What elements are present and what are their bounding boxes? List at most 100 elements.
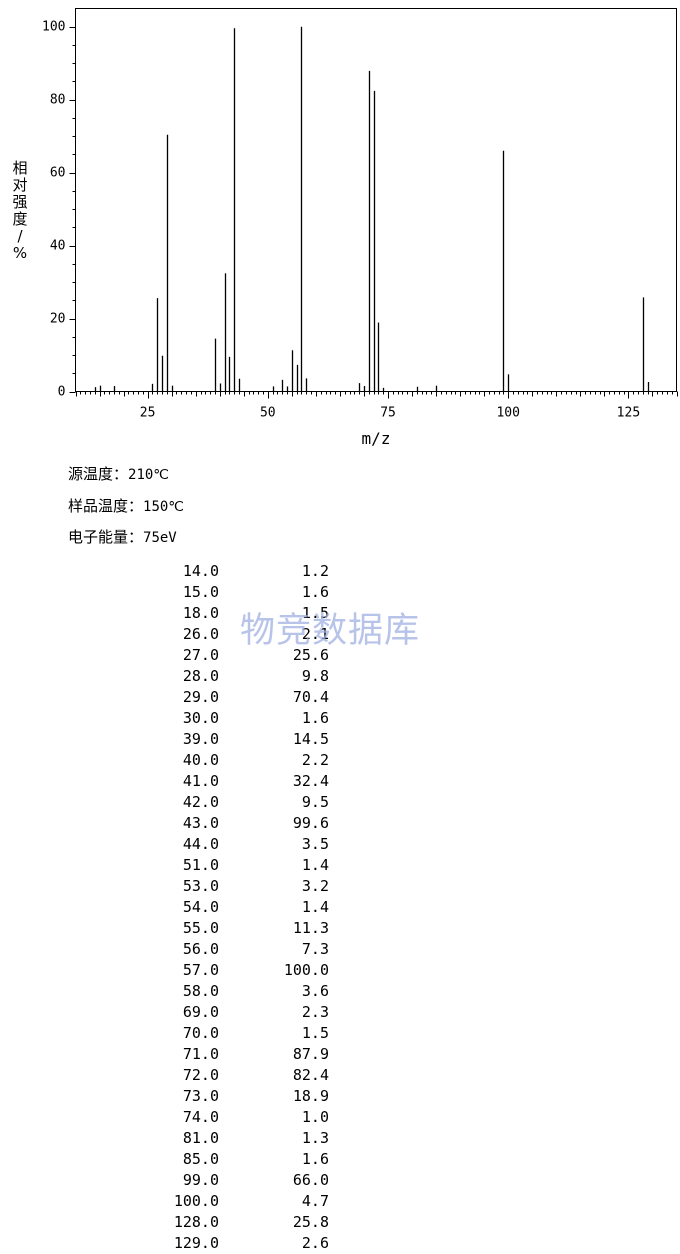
x-tick-label: 125 bbox=[617, 406, 640, 421]
peak-intensity: 1.4 bbox=[301, 856, 329, 874]
peak-intensity: 1.2 bbox=[301, 562, 329, 580]
peak-mz: 40.0 bbox=[182, 751, 219, 769]
table-row: 70.0 1.5 bbox=[150, 1023, 350, 1044]
x-axis-ticks: 25 50 75 100 125 bbox=[76, 391, 678, 421]
y-tick-label: 20 bbox=[50, 312, 66, 327]
peak-mz: 56.0 bbox=[182, 940, 219, 958]
table-row: 69.0 2.3 bbox=[150, 1002, 350, 1023]
electron-energy: 电子能量：75eV bbox=[68, 528, 177, 547]
peak-intensity: 11.3 bbox=[292, 919, 329, 937]
table-row: 43.0 99.6 bbox=[150, 813, 350, 834]
x-axis-label: m/z bbox=[362, 429, 391, 448]
y-tick-label: 100 bbox=[42, 20, 65, 35]
peak-mz: 43.0 bbox=[182, 814, 219, 832]
peak-intensity: 9.8 bbox=[301, 667, 329, 685]
peak-mz: 41.0 bbox=[182, 772, 219, 790]
peak-mz: 99.0 bbox=[182, 1171, 219, 1189]
electron-energy-label: 电子能量： bbox=[68, 528, 144, 546]
peak-mz: 28.0 bbox=[182, 667, 219, 685]
table-row: 40.0 2.2 bbox=[150, 750, 350, 771]
peak-mz: 81.0 bbox=[182, 1129, 219, 1147]
table-row: 15.0 1.6 bbox=[150, 582, 350, 603]
y-tick-label: 0 bbox=[58, 385, 66, 400]
peak-intensity: 1.6 bbox=[301, 1150, 329, 1168]
peak-mz: 14.0 bbox=[182, 562, 219, 580]
peak-intensity: 2.1 bbox=[301, 625, 329, 643]
table-row: 18.0 1.5 bbox=[150, 603, 350, 624]
peak-mz: 53.0 bbox=[182, 877, 219, 895]
x-tick-label: 100 bbox=[496, 406, 519, 421]
table-row: 58.0 3.6 bbox=[150, 981, 350, 1002]
peak-intensity: 1.6 bbox=[301, 709, 329, 727]
mass-spectrum-chart: 0 20 40 60 80 100 25 50 75 100 125 相对强度/% m/z bbox=[12, 8, 678, 448]
peak-intensity: 25.8 bbox=[292, 1213, 329, 1231]
x-tick-label: 75 bbox=[380, 406, 396, 421]
peak-mz: 30.0 bbox=[182, 709, 219, 727]
peak-intensity: 66.0 bbox=[292, 1171, 329, 1189]
table-row: 100.0 4.7 bbox=[150, 1191, 350, 1212]
peak-mz: 72.0 bbox=[182, 1066, 219, 1084]
peak-intensity: 32.4 bbox=[292, 772, 329, 790]
y-axis-label: 相对强度/% bbox=[12, 159, 27, 262]
table-row: 53.0 3.2 bbox=[150, 876, 350, 897]
table-row: 14.0 1.2 bbox=[150, 561, 350, 582]
table-row: 30.0 1.6 bbox=[150, 708, 350, 729]
peak-mz: 26.0 bbox=[182, 625, 219, 643]
peak-intensity: 82.4 bbox=[292, 1066, 329, 1084]
table-row: 74.0 1.0 bbox=[150, 1107, 350, 1128]
peak-intensity: 3.2 bbox=[301, 877, 329, 895]
x-tick-label: 25 bbox=[140, 406, 156, 421]
table-row: 72.0 82.4 bbox=[150, 1065, 350, 1086]
peak-mz: 70.0 bbox=[182, 1024, 219, 1042]
peak-intensity: 25.6 bbox=[292, 646, 329, 664]
table-row: 71.0 87.9 bbox=[150, 1044, 350, 1065]
peak-mz: 58.0 bbox=[182, 982, 219, 1000]
sample-temperature: 样品温度：150℃ bbox=[68, 497, 184, 516]
peak-mz: 69.0 bbox=[182, 1003, 219, 1021]
table-row: 128.0 25.8 bbox=[150, 1212, 350, 1233]
y-axis-ticks: 0 20 40 60 80 100 bbox=[42, 20, 76, 400]
peak-mz: 73.0 bbox=[182, 1087, 219, 1105]
table-row: 57.0 100.0 bbox=[150, 960, 350, 981]
peak-mz: 85.0 bbox=[182, 1150, 219, 1168]
peak-mz: 39.0 bbox=[182, 730, 219, 748]
peak-intensity: 1.3 bbox=[301, 1129, 329, 1147]
plot-frame bbox=[75, 8, 677, 392]
source-temperature-value: 210℃ bbox=[128, 467, 170, 483]
peak-mz: 74.0 bbox=[182, 1108, 219, 1126]
peak-table: 14.0 1.2 15.0 1.6 18.0 1.5 26.0 2.1 27.0 25.6 28.0… bbox=[150, 561, 350, 1254]
peak-mz: 128.0 bbox=[173, 1213, 219, 1231]
peak-intensity: 1.5 bbox=[301, 1024, 329, 1042]
table-row: 85.0 1.6 bbox=[150, 1149, 350, 1170]
table-row: 44.0 3.5 bbox=[150, 834, 350, 855]
y-tick-label: 40 bbox=[50, 239, 66, 254]
peak-intensity: 1.0 bbox=[301, 1108, 329, 1126]
peak-mz: 51.0 bbox=[182, 856, 219, 874]
table-row: 56.0 7.3 bbox=[150, 939, 350, 960]
peak-mz: 100.0 bbox=[173, 1192, 219, 1210]
table-row: 73.0 18.9 bbox=[150, 1086, 350, 1107]
table-row: 55.0 11.3 bbox=[150, 918, 350, 939]
peak-intensity: 1.4 bbox=[301, 898, 329, 916]
table-row: 99.0 66.0 bbox=[150, 1170, 350, 1191]
peak-intensity: 2.3 bbox=[301, 1003, 329, 1021]
peak-intensity: 1.6 bbox=[301, 583, 329, 601]
table-row: 54.0 1.4 bbox=[150, 897, 350, 918]
peak-mz: 54.0 bbox=[182, 898, 219, 916]
table-row: 28.0 9.8 bbox=[150, 666, 350, 687]
peak-intensity: 87.9 bbox=[292, 1045, 329, 1063]
table-row: 51.0 1.4 bbox=[150, 855, 350, 876]
x-tick-label: 50 bbox=[260, 406, 276, 421]
peak-intensity: 3.5 bbox=[301, 835, 329, 853]
peak-mz: 71.0 bbox=[182, 1045, 219, 1063]
peak-mz: 15.0 bbox=[182, 583, 219, 601]
peak-intensity: 4.7 bbox=[301, 1192, 329, 1210]
table-row: 27.0 25.6 bbox=[150, 645, 350, 666]
peak-mz: 57.0 bbox=[182, 961, 219, 979]
source-temperature-label: 源温度： bbox=[68, 465, 129, 483]
peak-intensity: 100.0 bbox=[283, 961, 329, 979]
peak-mz: 44.0 bbox=[182, 835, 219, 853]
y-tick-label: 60 bbox=[50, 166, 66, 181]
watermark: 物竞数据库 bbox=[240, 611, 421, 651]
sample-temperature-label: 样品温度： bbox=[68, 497, 144, 515]
